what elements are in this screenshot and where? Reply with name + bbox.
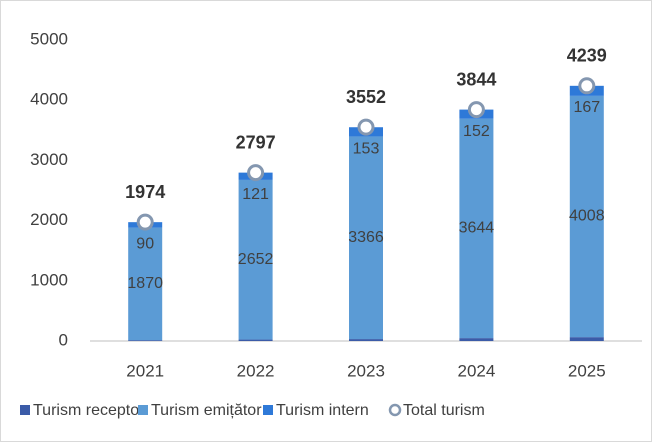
legend-label: Turism emițător: [151, 402, 262, 419]
y-tick-label: 4000: [30, 90, 68, 109]
segment-label: 3366: [348, 229, 384, 246]
total-label: 3844: [456, 69, 496, 89]
y-tick-label: 3000: [30, 150, 68, 169]
bar-segment: [238, 339, 273, 341]
segment-label: 4008: [569, 208, 605, 225]
bar-segment: [569, 95, 604, 338]
bar-segment: [459, 338, 494, 341]
y-tick-label: 0: [59, 330, 68, 349]
segment-label: 1870: [127, 275, 163, 292]
segment-label: 152: [463, 123, 490, 140]
bar-segment: [349, 136, 383, 340]
y-tick-label: 5000: [30, 29, 68, 48]
y-tick-label: 2000: [30, 210, 68, 229]
total-marker: [247, 164, 265, 182]
segment-label: 153: [353, 140, 380, 157]
total-marker: [578, 77, 596, 95]
bar-segment: [349, 339, 383, 341]
legend-swatch: [263, 405, 273, 415]
segment-label: 90: [136, 235, 154, 252]
segment-label: 121: [242, 186, 269, 203]
total-marker: [357, 118, 375, 136]
legend-swatch: [388, 403, 402, 417]
segment-label: 2652: [238, 251, 274, 268]
bar-segment: [569, 337, 604, 341]
x-tick-label: 2024: [457, 361, 495, 380]
x-tick-label: 2025: [568, 361, 606, 380]
bar-segment: [128, 227, 163, 341]
total-label: 3552: [346, 87, 386, 107]
legend-swatch: [20, 405, 30, 415]
x-tick-label: 2021: [126, 361, 164, 380]
total-label: 4239: [567, 46, 607, 66]
bar-segment: [238, 179, 273, 340]
segment-label: 167: [573, 99, 600, 116]
bar-segment: [459, 118, 494, 339]
legend-label: Turism intern: [276, 402, 369, 419]
legend-swatch: [138, 405, 148, 415]
total-label: 1974: [125, 182, 165, 202]
total-marker: [467, 101, 485, 119]
x-tick-label: 2023: [347, 361, 385, 380]
x-tick-label: 2022: [237, 361, 275, 380]
segment-label: 3644: [459, 220, 495, 237]
legend-label: Total turism: [403, 402, 485, 419]
bar-segment: [128, 340, 163, 341]
y-tick-label: 1000: [30, 270, 68, 289]
legend-label: Turism receptor: [33, 402, 145, 419]
total-label: 2797: [236, 132, 276, 152]
total-marker: [136, 213, 154, 231]
